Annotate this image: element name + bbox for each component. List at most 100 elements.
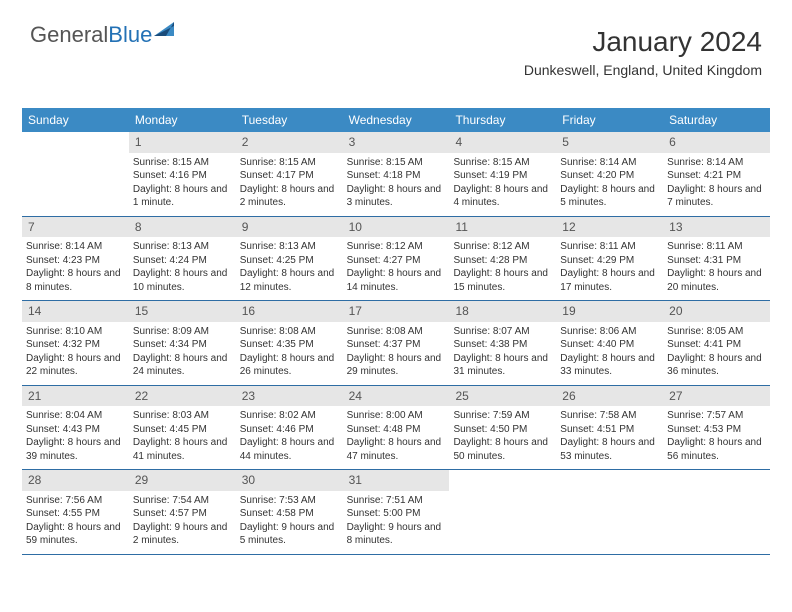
day-cell: 7Sunrise: 8:14 AMSunset: 4:23 PMDaylight… xyxy=(22,217,129,301)
day-cell: 15 Sunrise: 8:09 AMSunset: 4:34 PMDayligh… xyxy=(129,301,236,385)
day-number: 2 xyxy=(242,135,249,149)
day-number-bg: 30 xyxy=(236,470,343,491)
daylight-text: Daylight: 8 hours and 29 minutes. xyxy=(347,352,446,379)
day-cell: 3Sunrise: 8:15 AMSunset: 4:18 PMDaylight… xyxy=(343,132,450,216)
dow-cell: Monday xyxy=(129,108,236,132)
sunrise-text: Sunrise: 8:15 AM xyxy=(133,156,232,170)
day-number-bg: 1 xyxy=(129,132,236,153)
sunrise-text: Sunrise: 8:13 AM xyxy=(133,240,232,254)
daylight-text: Daylight: 9 hours and 8 minutes. xyxy=(347,521,446,548)
day-cell: 23Sunrise: 8:02 AMSunset: 4:46 PMDayligh… xyxy=(236,386,343,470)
sunset-text: Sunset: 4:51 PM xyxy=(560,423,659,437)
sunrise-text: Sunrise: 7:58 AM xyxy=(560,409,659,423)
month-title: January 2024 xyxy=(524,26,762,58)
sunset-text: Sunset: 4:27 PM xyxy=(347,254,446,268)
day-number-bg: 31 xyxy=(343,470,450,491)
day-number: 15 xyxy=(135,304,148,318)
daylight-text: Daylight: 8 hours and 17 minutes. xyxy=(560,267,659,294)
sunset-text: Sunset: 4:57 PM xyxy=(133,507,232,521)
day-cell: 28 Sunrise: 7:56 AMSunset: 4:55 PMDayligh… xyxy=(22,470,129,554)
day-number: 23 xyxy=(242,389,255,403)
day-number: 24 xyxy=(349,389,362,403)
week-row: 14Sunrise: 8:10 AMSunset: 4:32 PMDayligh… xyxy=(22,301,770,386)
day-cell: 18Sunrise: 8:07 AMSunset: 4:38 PMDayligh… xyxy=(449,301,556,385)
sunset-text: Sunset: 4:18 PM xyxy=(347,169,446,183)
sunrise-text: Sunrise: 8:14 AM xyxy=(667,156,766,170)
day-number-bg: 12 xyxy=(556,217,663,238)
sunset-text: Sunset: 4:46 PM xyxy=(240,423,339,437)
day-cell: 2Sunrise: 8:15 AMSunset: 4:17 PMDaylight… xyxy=(236,132,343,216)
daylight-text: Daylight: 8 hours and 26 minutes. xyxy=(240,352,339,379)
sunset-text: Sunset: 4:16 PM xyxy=(133,169,232,183)
sunset-text: Sunset: 4:29 PM xyxy=(560,254,659,268)
day-cell: 17Sunrise: 8:08 AMSunset: 4:37 PMDayligh… xyxy=(343,301,450,385)
daylight-text: Daylight: 8 hours and 5 minutes. xyxy=(560,183,659,210)
sunrise-text: Sunrise: 8:15 AM xyxy=(240,156,339,170)
day-number: 3 xyxy=(349,135,356,149)
daylight-text: Daylight: 8 hours and 56 minutes. xyxy=(667,436,766,463)
logo-word-2: Blue xyxy=(108,22,152,47)
daylight-text: Daylight: 8 hours and 36 minutes. xyxy=(667,352,766,379)
daylight-text: Daylight: 8 hours and 24 minutes. xyxy=(133,352,232,379)
sunrise-text: Sunrise: 8:14 AM xyxy=(26,240,125,254)
daylight-text: Daylight: 8 hours and 41 minutes. xyxy=(133,436,232,463)
day-cell: 25Sunrise: 7:59 AMSunset: 4:50 PMDayligh… xyxy=(449,386,556,470)
sunrise-text: Sunrise: 8:09 AM xyxy=(133,325,232,339)
day-number: 8 xyxy=(135,220,142,234)
sunrise-text: Sunrise: 8:10 AM xyxy=(26,325,125,339)
day-cell: 12Sunrise: 8:11 AMSunset: 4:29 PMDayligh… xyxy=(556,217,663,301)
logo: GeneralBlue xyxy=(30,22,174,48)
day-number: 10 xyxy=(349,220,362,234)
sunset-text: Sunset: 4:35 PM xyxy=(240,338,339,352)
day-cell xyxy=(449,470,556,554)
sunrise-text: Sunrise: 8:00 AM xyxy=(347,409,446,423)
day-number-bg: 28 xyxy=(22,470,129,491)
daylight-text: Daylight: 8 hours and 53 minutes. xyxy=(560,436,659,463)
day-number-bg: 21 xyxy=(22,386,129,407)
day-cell: 16 Sunrise: 8:08 AMSunset: 4:35 PMDayligh… xyxy=(236,301,343,385)
calendar: SundayMondayTuesdayWednesdayThursdayFrid… xyxy=(22,108,770,555)
day-cell: 26Sunrise: 7:58 AMSunset: 4:51 PMDayligh… xyxy=(556,386,663,470)
day-number-bg: 20 xyxy=(663,301,770,322)
week-row: 21Sunrise: 8:04 AMSunset: 4:43 PMDayligh… xyxy=(22,386,770,471)
sunset-text: Sunset: 4:55 PM xyxy=(26,507,125,521)
sunset-text: Sunset: 4:48 PM xyxy=(347,423,446,437)
day-number: 7 xyxy=(28,220,35,234)
sunrise-text: Sunrise: 8:08 AM xyxy=(240,325,339,339)
daylight-text: Daylight: 8 hours and 33 minutes. xyxy=(560,352,659,379)
sunrise-text: Sunrise: 8:15 AM xyxy=(453,156,552,170)
day-number-bg xyxy=(22,132,129,149)
day-number: 29 xyxy=(135,473,148,487)
sunrise-text: Sunrise: 8:07 AM xyxy=(453,325,552,339)
sunrise-text: Sunrise: 8:05 AM xyxy=(667,325,766,339)
week-row: 28Sunrise: 7:56 AMSunset: 4:55 PMDayligh… xyxy=(22,470,770,555)
day-number: 11 xyxy=(455,220,467,234)
day-cell: 27Sunrise: 7:57 AMSunset: 4:53 PMDayligh… xyxy=(663,386,770,470)
day-cell: 13Sunrise: 8:11 AMSunset: 4:31 PMDayligh… xyxy=(663,217,770,301)
sunset-text: Sunset: 4:17 PM xyxy=(240,169,339,183)
day-number: 16 xyxy=(242,304,255,318)
day-number-bg: 10 xyxy=(343,217,450,238)
day-number-bg xyxy=(556,470,663,487)
sunrise-text: Sunrise: 7:56 AM xyxy=(26,494,125,508)
day-number-bg: 9 xyxy=(236,217,343,238)
sunset-text: Sunset: 4:31 PM xyxy=(667,254,766,268)
day-number-bg: 29 xyxy=(129,470,236,491)
daylight-text: Daylight: 8 hours and 59 minutes. xyxy=(26,521,125,548)
sunset-text: Sunset: 4:53 PM xyxy=(667,423,766,437)
dow-cell: Tuesday xyxy=(236,108,343,132)
daylight-text: Daylight: 8 hours and 15 minutes. xyxy=(453,267,552,294)
day-number: 19 xyxy=(562,304,575,318)
day-cell: 19Sunrise: 8:06 AMSunset: 4:40 PMDayligh… xyxy=(556,301,663,385)
day-number-bg: 23 xyxy=(236,386,343,407)
day-cell: 30Sunrise: 7:53 AMSunset: 4:58 PMDayligh… xyxy=(236,470,343,554)
daylight-text: Daylight: 8 hours and 39 minutes. xyxy=(26,436,125,463)
day-number: 30 xyxy=(242,473,255,487)
day-number-bg: 18 xyxy=(449,301,556,322)
week-row: 1Sunrise: 8:15 AMSunset: 4:16 PMDaylight… xyxy=(22,132,770,217)
day-cell: 9Sunrise: 8:13 AMSunset: 4:25 PMDaylight… xyxy=(236,217,343,301)
day-number-bg: 11 xyxy=(449,217,556,238)
sunrise-text: Sunrise: 8:02 AM xyxy=(240,409,339,423)
day-cell: 21Sunrise: 8:04 AMSunset: 4:43 PMDayligh… xyxy=(22,386,129,470)
sunset-text: Sunset: 4:34 PM xyxy=(133,338,232,352)
